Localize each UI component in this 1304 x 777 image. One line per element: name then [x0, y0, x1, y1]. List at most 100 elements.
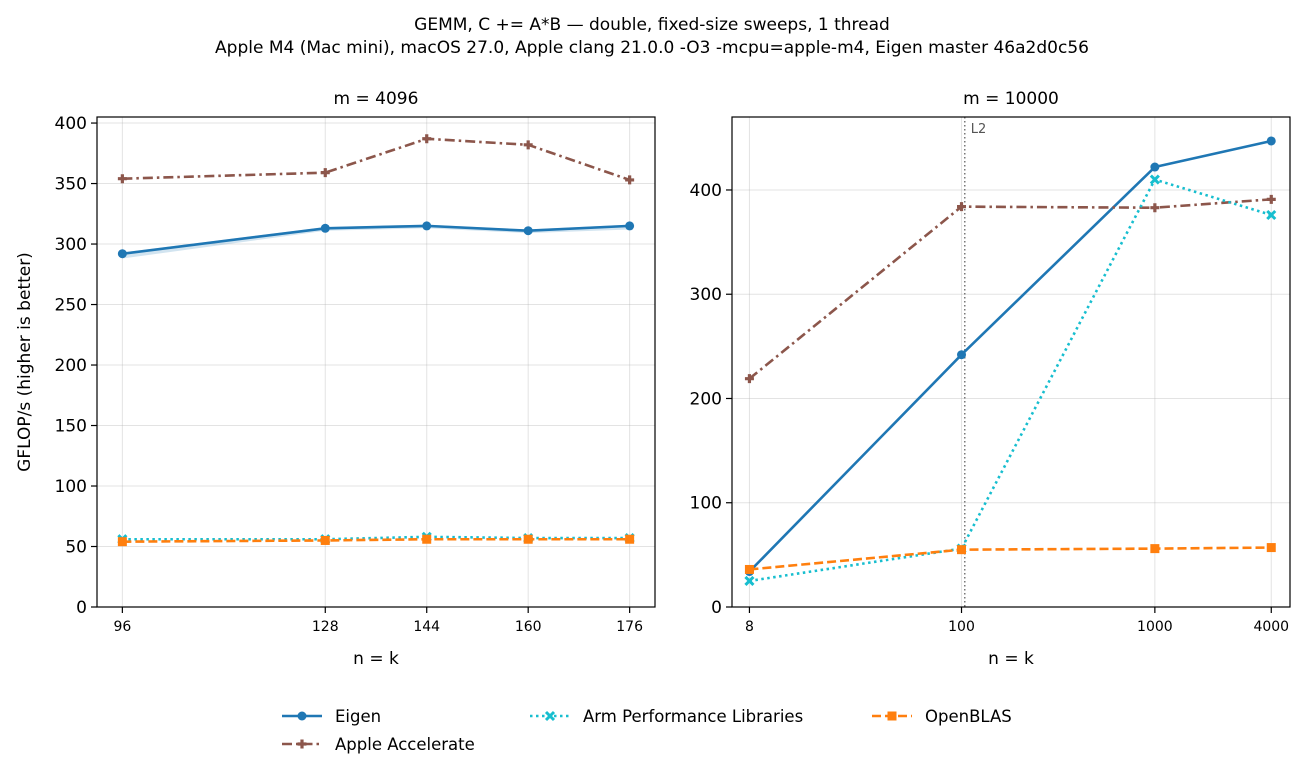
legend: Eigen Apple Accelerate Arm Performance Lib… — [282, 707, 1012, 754]
chart-m10000-xtick-label: 1000 — [1137, 619, 1173, 635]
chart-m4096-xlabel: n = k — [353, 649, 399, 669]
chart-m4096-series-armpl-line — [122, 535, 630, 541]
chart-m10000-ytick-label: 300 — [690, 285, 722, 305]
chart-m4096-series-eigen — [117, 221, 635, 259]
legend-item-armpl: Arm Performance Libraries — [530, 707, 803, 726]
figure-title-line1: GEMM, C += A*B — double, fixed-size swee… — [414, 15, 890, 35]
chart-m4096-ytick-label: 200 — [55, 356, 87, 376]
chart-m10000-series-armpl-point — [1149, 174, 1160, 185]
chart-m4096-ytick-label: 300 — [55, 235, 87, 255]
chart-m10000-xlabel: n = k — [988, 649, 1034, 669]
chart-m4096-xtick-label: 128 — [312, 619, 339, 635]
chart-m4096-series-eigen-point — [117, 249, 127, 259]
chart-m4096-series-apple-point — [523, 140, 533, 150]
chart-m4096-ytick-label: 0 — [76, 598, 87, 618]
chart-m10000-l2-marker: L2 — [964, 117, 987, 607]
chart-m10000-xtick-label: 4000 — [1253, 619, 1289, 635]
chart-m4096-series-apple-point — [625, 175, 635, 185]
chart-m4096-series-openblas-point — [523, 534, 533, 544]
chart-m10000-series-armpl-line — [749, 178, 1272, 583]
chart-m4096-xtick-label: 160 — [515, 619, 542, 635]
chart-m10000-series-apple — [744, 194, 1276, 384]
chart-m10000-ytick-label: 0 — [711, 598, 722, 618]
chart-m4096-ytick-label: 150 — [55, 417, 87, 437]
chart-m4096-series-apple-line — [122, 137, 631, 182]
chart-m4096-series-apple-point — [320, 168, 330, 178]
chart-m4096-series-openblas-line — [122, 537, 630, 543]
chart-m4096-series-openblas — [117, 534, 635, 547]
chart-m4096-series-openblas-point — [625, 534, 635, 544]
chart-m10000-series-armpl-point — [744, 575, 755, 586]
chart-m10000-xtick-label: 100 — [948, 619, 975, 635]
chart-m10000-frame — [731, 116, 1291, 608]
chart-m4096-ytick-label: 350 — [55, 175, 87, 195]
chart-m4096-series-eigen-point — [320, 223, 330, 233]
legend-label-armpl: Arm Performance Libraries — [583, 707, 803, 726]
chart-m10000-series-openblas-point — [1266, 543, 1276, 553]
chart-m10000-series-apple-line — [748, 198, 1272, 380]
chart-m10000-series — [744, 136, 1277, 586]
legend-item-openblas: OpenBLAS — [872, 707, 1012, 726]
chart-m10000-series-armpl-point — [1266, 209, 1277, 221]
legend-label-openblas: OpenBLAS — [925, 707, 1012, 726]
chart-m4096-series-apple-point — [422, 134, 432, 144]
chart-m10000-series-apple-point — [1266, 194, 1276, 204]
legend-item-eigen: Eigen — [282, 707, 381, 726]
chart-m10000-series-apple-point — [1150, 203, 1160, 213]
chart-m4096-frame — [96, 116, 656, 608]
chart-m10000-title: m = 10000 — [963, 89, 1059, 109]
chart-m4096-ytick-label: 400 — [55, 114, 87, 134]
chart-m10000-series-eigen-line — [748, 139, 1272, 573]
chart-m10000-series-armpl — [744, 174, 1277, 586]
chart-m10000-l2-label: L2 — [971, 122, 987, 137]
chart-m10000-series-openblas-point — [744, 564, 754, 574]
chart-m10000-xtick-label: 8 — [745, 619, 754, 635]
chart-m4096-xtick-label: 96 — [113, 619, 131, 635]
legend-marker-openblas — [887, 711, 897, 721]
legend-item-apple: Apple Accelerate — [282, 735, 475, 754]
chart-m10000-series-openblas — [744, 543, 1276, 574]
chart-m10000-series-apple-point — [744, 374, 754, 384]
legend-label-apple: Apple Accelerate — [335, 735, 475, 754]
chart-m10000-series-eigen-point — [1266, 136, 1276, 146]
chart-m10000-ticks: 8 100 1000 4000 0 100 200 300 400 — [690, 181, 1290, 635]
chart-m10000-series-eigen — [744, 136, 1276, 577]
figure-title-line2: Apple M4 (Mac mini), macOS 27.0, Apple c… — [215, 38, 1089, 58]
chart-m4096-series-apple — [117, 134, 635, 185]
chart-m4096-ytick-label: 100 — [55, 477, 87, 497]
legend-marker-eigen — [297, 711, 307, 721]
chart-m4096-ticks: 96 128 144 160 176 0 50 100 150 200 250 300 350 400 — [55, 114, 644, 635]
chart-m4096-title: m = 4096 — [334, 89, 419, 109]
chart-m4096-ylabel: GFLOP/s (higher is better) — [15, 252, 35, 472]
chart-m10000-ytick-label: 400 — [690, 181, 722, 201]
chart-m4096-series-openblas-point — [320, 535, 330, 545]
chart-m4096-series-openblas-point — [117, 537, 127, 547]
chart-m10000-ytick-label: 100 — [690, 494, 722, 514]
chart-m4096-series-eigen-point — [422, 221, 432, 231]
chart-m10000: m = 10000 L2 8 100 1000 4000 0 100 200 300 400 n… — [690, 89, 1291, 669]
chart-m4096-series — [117, 134, 635, 547]
chart-m4096-xtick-label: 144 — [413, 619, 440, 635]
chart-m4096-xtick-label: 176 — [616, 619, 643, 635]
chart-m4096-series-eigen-point — [625, 221, 635, 231]
chart-m4096-series-eigen-point — [523, 226, 533, 236]
chart-m4096-ytick-label: 50 — [65, 538, 87, 558]
chart-m10000-series-openblas-point — [1150, 544, 1160, 554]
chart-m10000-series-eigen-point — [957, 350, 967, 360]
chart-m4096-grid — [97, 117, 655, 608]
chart-m4096-series-apple-point — [117, 174, 127, 184]
chart-m10000-series-eigen-point — [1150, 162, 1160, 172]
legend-label-eigen: Eigen — [335, 707, 381, 726]
chart-m4096-ytick-label: 250 — [55, 296, 87, 316]
chart-m10000-series-apple-point — [957, 202, 967, 212]
chart-m4096-series-eigen-line — [122, 224, 630, 256]
chart-m10000-ytick-label: 200 — [690, 389, 722, 409]
chart-m10000-series-openblas-point — [957, 545, 967, 555]
legend-marker-armpl — [544, 710, 556, 722]
chart-m4096-series-openblas-point — [422, 534, 432, 544]
legend-marker-apple — [297, 739, 307, 749]
chart-m10000-grid — [732, 117, 1290, 608]
chart-m4096: m = 4096 96 128 144 160 176 0 50 100 150 200 250 30… — [15, 89, 656, 669]
chart-m10000-series-openblas-line — [749, 546, 1272, 571]
